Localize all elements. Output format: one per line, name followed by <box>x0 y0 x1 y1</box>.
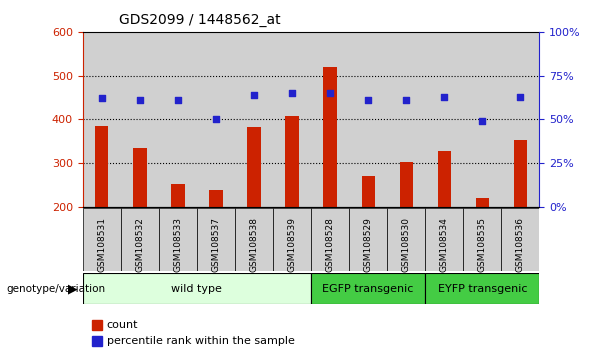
Text: EYFP transgenic: EYFP transgenic <box>438 284 527 293</box>
Text: EGFP transgenic: EGFP transgenic <box>322 284 414 293</box>
Bar <box>159 32 197 207</box>
Bar <box>159 208 197 271</box>
Bar <box>425 273 539 304</box>
Point <box>211 117 221 122</box>
Point <box>478 118 487 124</box>
Bar <box>311 273 425 304</box>
Text: GSM108530: GSM108530 <box>402 217 411 272</box>
Text: GSM108529: GSM108529 <box>364 217 373 272</box>
Text: GSM108535: GSM108535 <box>478 217 487 272</box>
Bar <box>273 32 311 207</box>
Bar <box>133 148 147 207</box>
Bar <box>324 67 337 207</box>
Bar <box>197 32 235 207</box>
Bar <box>425 208 463 271</box>
Point <box>364 97 373 103</box>
Bar <box>463 32 501 207</box>
Point <box>326 90 335 96</box>
Text: wild type: wild type <box>172 284 223 293</box>
Point <box>440 94 449 99</box>
Bar <box>273 208 311 271</box>
Bar <box>235 32 273 207</box>
Bar <box>95 126 109 207</box>
Text: genotype/variation: genotype/variation <box>6 284 105 293</box>
Bar <box>235 208 273 271</box>
Point <box>135 97 145 103</box>
Bar <box>248 127 261 207</box>
Text: GSM108539: GSM108539 <box>287 217 297 272</box>
Point <box>287 90 297 96</box>
Text: count: count <box>107 320 138 330</box>
Bar <box>209 190 223 207</box>
Bar <box>387 32 425 207</box>
Bar <box>197 208 235 271</box>
Text: GSM108534: GSM108534 <box>440 217 449 272</box>
Bar <box>425 32 463 207</box>
Point <box>173 97 183 103</box>
Bar <box>171 184 185 207</box>
Bar <box>349 32 387 207</box>
Text: GSM108532: GSM108532 <box>135 217 144 272</box>
Point <box>516 94 525 99</box>
Bar <box>286 116 299 207</box>
Bar <box>514 140 527 207</box>
Text: GSM108536: GSM108536 <box>516 217 525 272</box>
Text: GSM108537: GSM108537 <box>211 217 221 272</box>
Point <box>249 92 259 98</box>
Bar <box>83 273 311 304</box>
Text: GSM108533: GSM108533 <box>173 217 183 272</box>
Point <box>97 96 107 101</box>
Text: GSM108538: GSM108538 <box>249 217 259 272</box>
Bar <box>438 151 451 207</box>
Text: GSM108531: GSM108531 <box>97 217 106 272</box>
Bar <box>121 32 159 207</box>
Bar <box>387 208 425 271</box>
Bar <box>311 32 349 207</box>
Bar <box>121 208 159 271</box>
Bar <box>311 208 349 271</box>
Text: ▶: ▶ <box>68 282 78 295</box>
Bar <box>463 208 501 271</box>
Text: percentile rank within the sample: percentile rank within the sample <box>107 336 294 346</box>
Bar <box>349 208 387 271</box>
Bar <box>501 208 539 271</box>
Bar <box>362 176 375 207</box>
Bar <box>83 32 121 207</box>
Bar <box>400 162 413 207</box>
Bar <box>83 208 121 271</box>
Text: GSM108528: GSM108528 <box>326 217 335 272</box>
Bar <box>476 198 489 207</box>
Text: GDS2099 / 1448562_at: GDS2099 / 1448562_at <box>120 13 281 27</box>
Bar <box>92 320 102 330</box>
Bar <box>501 32 539 207</box>
Bar <box>92 336 102 346</box>
Point <box>402 97 411 103</box>
